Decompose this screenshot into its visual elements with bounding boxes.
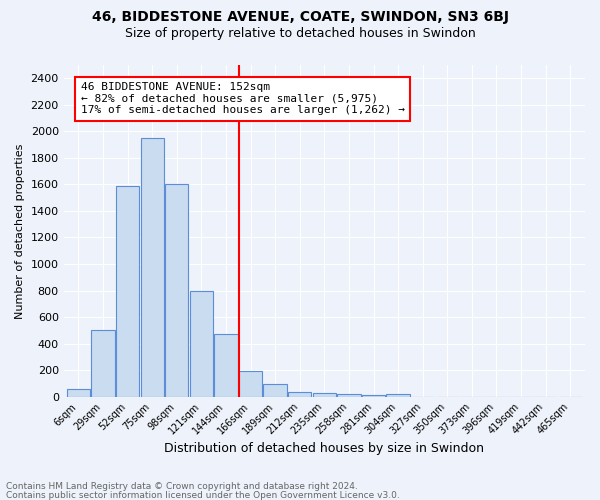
Bar (91, 330, 115, 396)
Bar (214, 334, 238, 396)
Bar (337, 394, 361, 396)
X-axis label: Distribution of detached houses by size in Swindon: Distribution of detached houses by size … (164, 442, 484, 455)
Bar (239, 371, 262, 396)
Text: 46, BIDDESTONE AVENUE, COATE, SWINDON, SN3 6BJ: 46, BIDDESTONE AVENUE, COATE, SWINDON, S… (91, 10, 509, 24)
Bar (67, 390, 90, 396)
Text: Contains HM Land Registry data © Crown copyright and database right 2024.: Contains HM Land Registry data © Crown c… (6, 482, 358, 491)
Bar (386, 394, 410, 396)
Y-axis label: Number of detached properties: Number of detached properties (15, 143, 25, 318)
Bar (140, 138, 164, 396)
Text: Size of property relative to detached houses in Swindon: Size of property relative to detached ho… (125, 28, 475, 40)
Bar (190, 290, 213, 397)
Bar (288, 392, 311, 396)
Text: Contains public sector information licensed under the Open Government Licence v3: Contains public sector information licen… (6, 490, 400, 500)
Bar (165, 184, 188, 396)
Bar (313, 392, 336, 396)
Bar (362, 394, 385, 396)
Text: 46 BIDDESTONE AVENUE: 152sqm
← 82% of detached houses are smaller (5,975)
17% of: 46 BIDDESTONE AVENUE: 152sqm ← 82% of de… (81, 82, 405, 116)
Bar (263, 384, 287, 396)
Bar (116, 186, 139, 396)
